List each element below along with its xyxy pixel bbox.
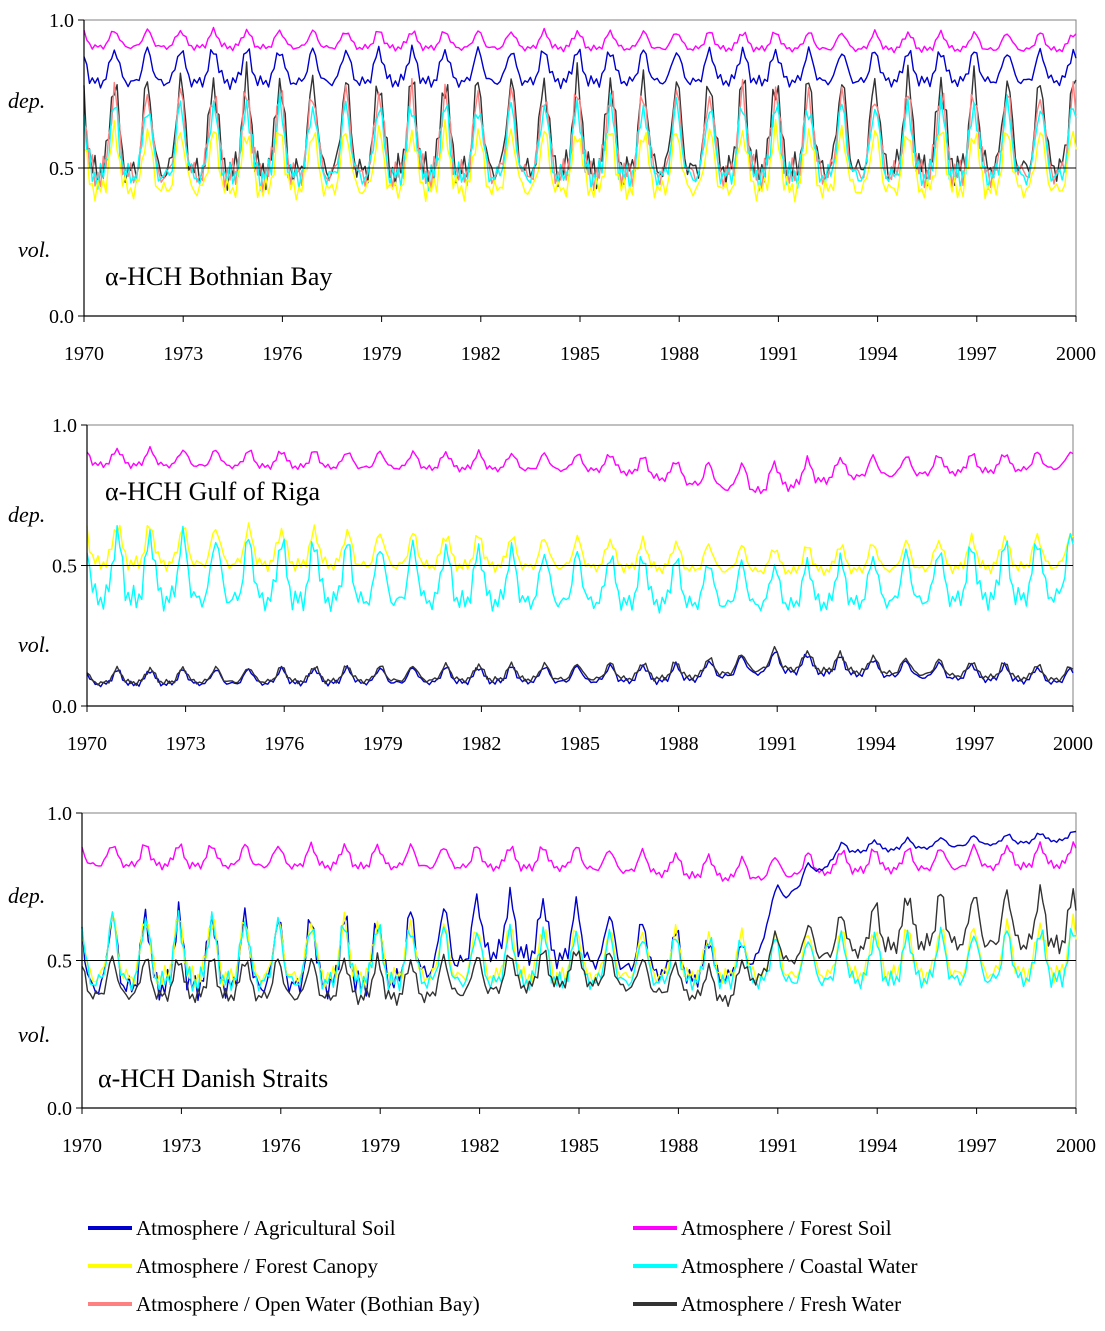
legend-label-coastal-water: Atmosphere / Coastal Water [681, 1253, 918, 1278]
dep-label: dep. [8, 88, 45, 113]
x-tick-label: 1970 [64, 343, 104, 365]
series-line-agricultural-soil [83, 44, 1077, 90]
chart-title: α-HCH Bothnian Bay [105, 262, 332, 291]
x-tick-label: 1979 [363, 733, 403, 755]
series-line-fresh-water [81, 884, 1077, 1007]
y-tick-label: 0.5 [47, 951, 72, 973]
y-tick-label: 1.0 [52, 415, 77, 437]
x-tick-label: 2000 [1056, 343, 1096, 365]
y-tick-label: 1.0 [49, 10, 74, 32]
x-tick-label: 1976 [264, 733, 304, 755]
legend-swatch-fresh-water [633, 1302, 677, 1306]
legend-label-open-water: Atmosphere / Open Water (Bothian Bay) [136, 1291, 480, 1316]
x-tick-label: 1991 [757, 733, 797, 755]
x-tick-label: 1985 [559, 1135, 599, 1157]
x-tick-label: 1997 [954, 733, 994, 755]
x-tick-label: 1991 [758, 343, 798, 365]
x-tick-label: 1985 [560, 343, 600, 365]
x-tick-label: 1979 [360, 1135, 400, 1157]
dep-label: dep. [8, 502, 45, 527]
legend-swatch-forest-soil [633, 1226, 677, 1230]
series-line-agricultural-soil [86, 651, 1074, 688]
x-tick-label: 2000 [1056, 1135, 1096, 1157]
x-tick-label: 1976 [261, 1135, 301, 1157]
series-line-forest-soil [83, 26, 1077, 54]
x-tick-label: 1988 [658, 1135, 698, 1157]
x-tick-label: 1997 [957, 343, 997, 365]
chart-panel-1: 0.0 0.5 1.0 1970 1973 1976 1979 1982 1985 1988 199… [8, 10, 1096, 365]
chart-panel-2: 0.0 0.5 1.0 1970 1973 1976 1979 1982 1985 1988 199… [8, 415, 1093, 755]
y-tick-label: 0.5 [49, 158, 74, 180]
series-line-forest-canopy [83, 118, 1077, 203]
x-tick-label: 1970 [62, 1135, 102, 1157]
y-tick-label: 0.0 [49, 306, 74, 328]
legend-label-agricultural-soil: Atmosphere / Agricultural Soil [136, 1215, 396, 1240]
legend-item-agricultural-soil: Atmosphere / Agricultural Soil [88, 1211, 633, 1245]
legend-item-fresh-water: Atmosphere / Fresh Water [633, 1287, 1033, 1321]
series-line-forest-canopy [86, 522, 1074, 576]
legend-item-open-water: Atmosphere / Open Water (Bothian Bay) [88, 1287, 633, 1321]
legend-item-forest-soil: Atmosphere / Forest Soil [633, 1211, 1033, 1245]
series-line-coastal-water [83, 91, 1077, 192]
legend-label-fresh-water: Atmosphere / Fresh Water [681, 1291, 902, 1316]
legend-swatch-agricultural-soil [88, 1226, 132, 1230]
legend-label-forest-canopy: Atmosphere / Forest Canopy [136, 1253, 379, 1278]
vol-label: vol. [18, 237, 50, 262]
legend-label-forest-soil: Atmosphere / Forest Soil [681, 1215, 892, 1240]
figure-charts: 0.0 0.5 1.0 1970 1973 1976 1979 1982 1985 1988 199… [8, 10, 1096, 1157]
chart-title: α-HCH Danish Straits [98, 1064, 328, 1093]
vol-label: vol. [18, 632, 50, 657]
legend-item-coastal-water: Atmosphere / Coastal Water [633, 1249, 1033, 1283]
y-tick-label: 0.5 [52, 556, 77, 578]
x-tick-label: 1991 [758, 1135, 798, 1157]
x-tick-label: 1994 [858, 343, 898, 365]
x-tick-label: 1994 [856, 733, 896, 755]
x-tick-label: 1988 [659, 733, 699, 755]
series-line-forest-canopy [81, 911, 1077, 989]
dep-label: dep. [8, 883, 45, 908]
x-tick-label: 1973 [161, 1135, 201, 1157]
legend: Atmosphere / Agricultural Soil Atmospher… [88, 1211, 1048, 1321]
x-tick-label: 1997 [957, 1135, 997, 1157]
x-tick-label: 1988 [659, 343, 699, 365]
legend-swatch-forest-canopy [88, 1264, 132, 1268]
x-tick-label: 1994 [857, 1135, 897, 1157]
x-tick-label: 1985 [560, 733, 600, 755]
x-tick-label: 1982 [461, 733, 501, 755]
series-line-forest-soil [86, 445, 1074, 495]
chart-title: α-HCH Gulf of Riga [105, 477, 321, 506]
x-tick-label: 1979 [362, 343, 402, 365]
y-tick-label: 1.0 [47, 803, 72, 825]
x-tick-label: 1982 [460, 1135, 500, 1157]
chart-panel-3: 0.0 0.5 1.0 1970 1973 1976 1979 1982 1985 1988 199… [8, 803, 1096, 1157]
x-tick-label: 1982 [461, 343, 501, 365]
vol-label: vol. [18, 1022, 50, 1047]
legend-item-forest-canopy: Atmosphere / Forest Canopy [88, 1249, 633, 1283]
series-line-coastal-water [86, 525, 1074, 614]
series-line-open-water [83, 78, 1077, 193]
x-tick-label: 1973 [166, 733, 206, 755]
x-tick-label: 1976 [262, 343, 302, 365]
y-tick-label: 0.0 [52, 696, 77, 718]
legend-swatch-open-water [88, 1302, 132, 1306]
series-line-fresh-water [86, 645, 1074, 687]
x-tick-label: 1973 [163, 343, 203, 365]
x-tick-label: 1970 [67, 733, 107, 755]
series-line-forest-soil [81, 841, 1077, 882]
y-tick-label: 0.0 [47, 1098, 72, 1120]
legend-swatch-coastal-water [633, 1264, 677, 1268]
x-tick-label: 2000 [1053, 733, 1093, 755]
